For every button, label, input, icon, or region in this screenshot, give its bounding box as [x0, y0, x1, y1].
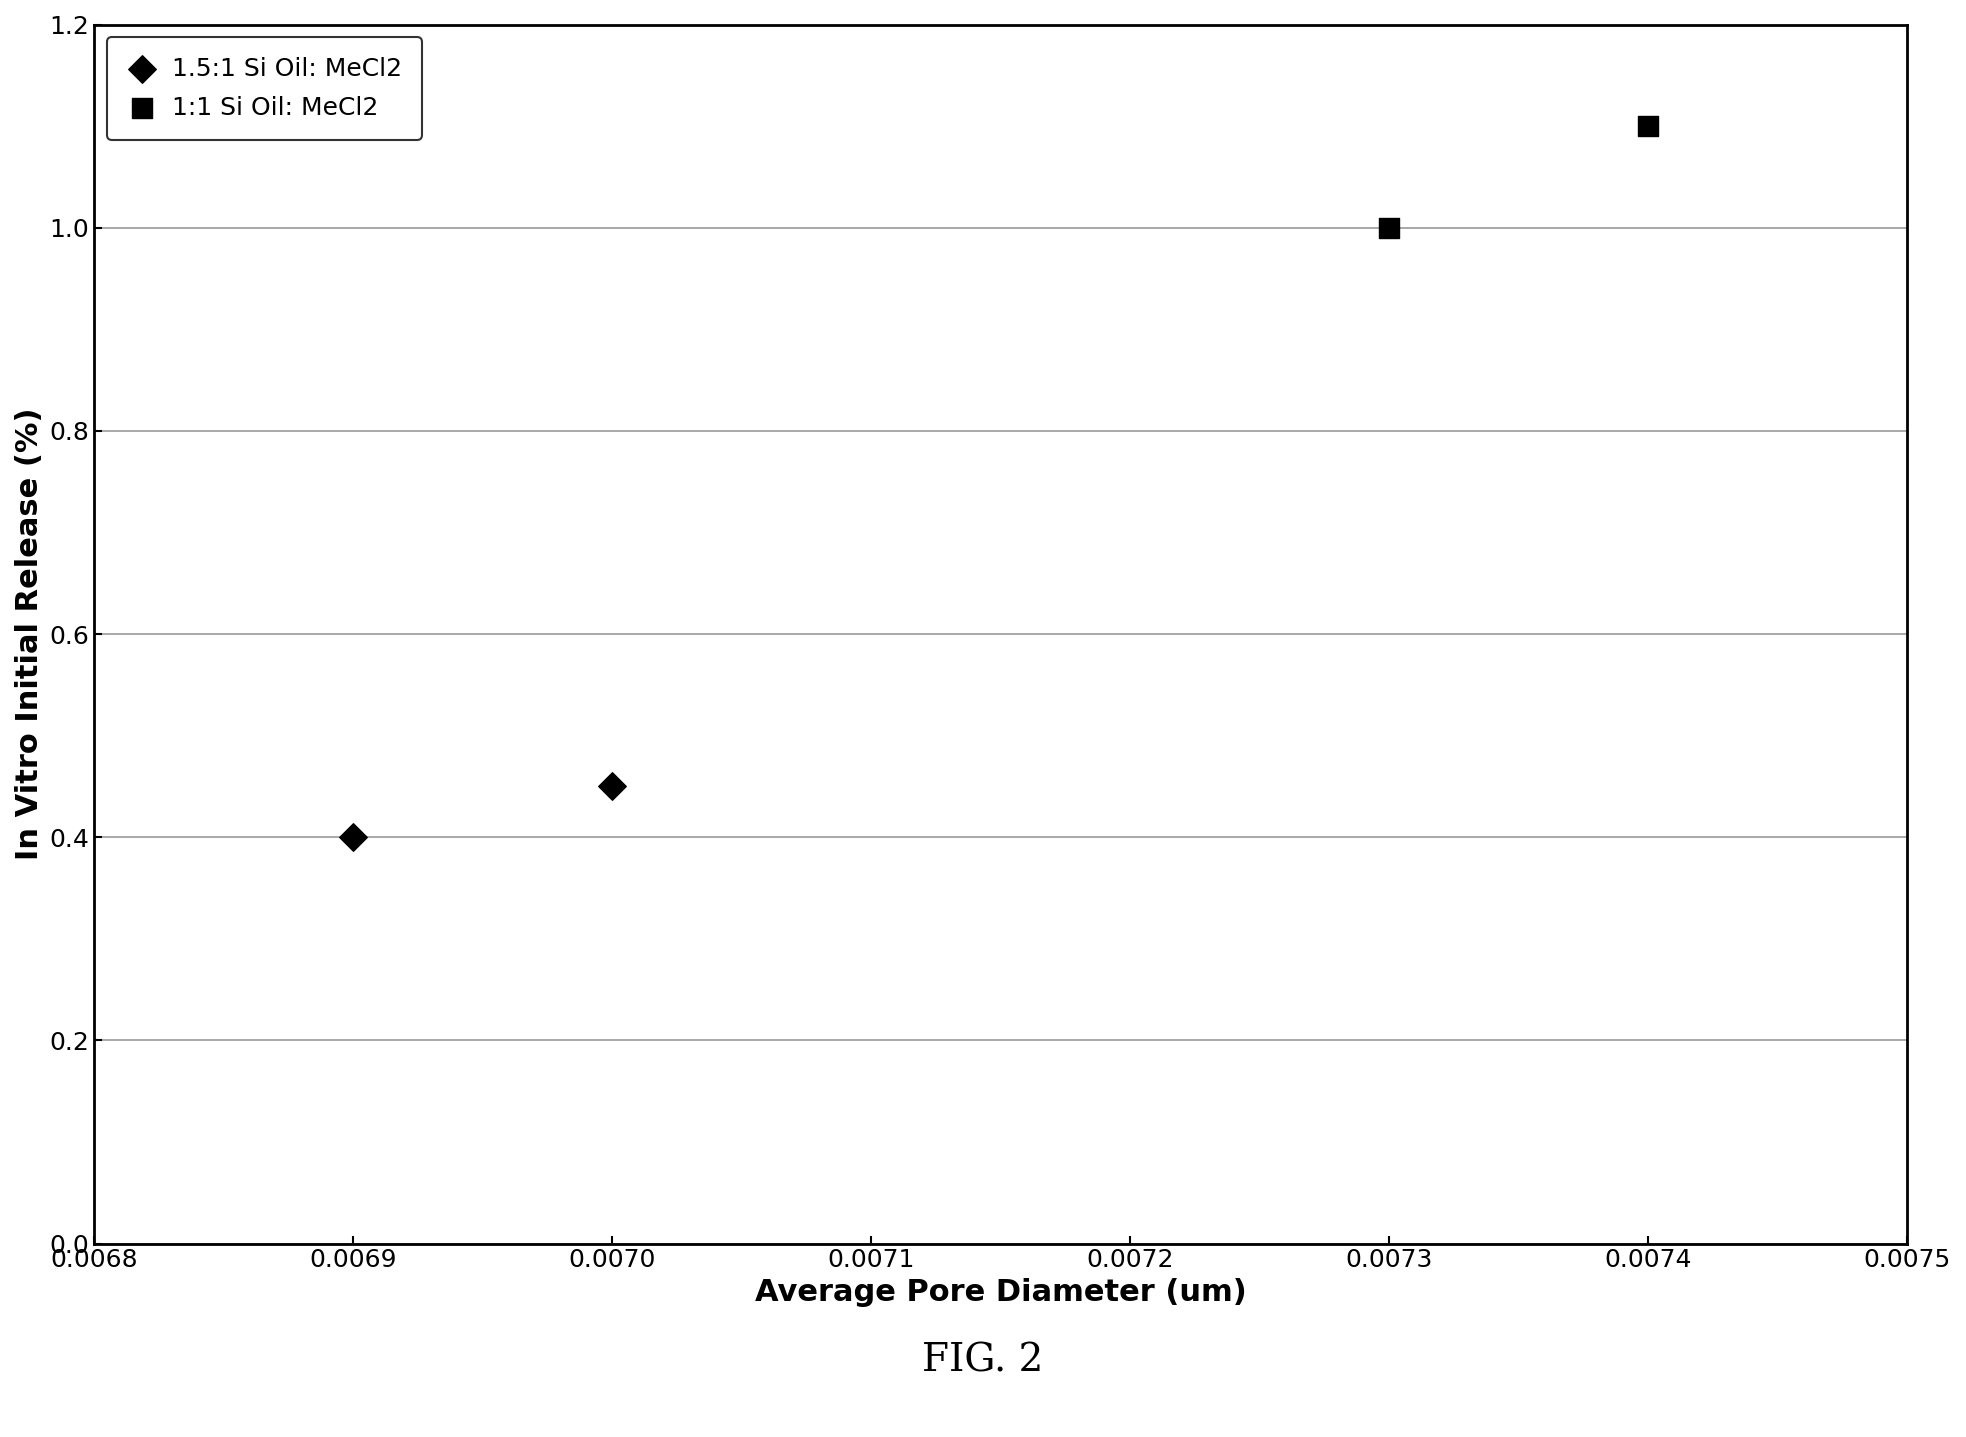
1:1 Si Oil: MeCl2: (0.0073, 1): MeCl2: (0.0073, 1): [1374, 216, 1406, 239]
1:1 Si Oil: MeCl2: (0.0074, 1.1): MeCl2: (0.0074, 1.1): [1632, 115, 1663, 138]
Legend: 1.5:1 Si Oil: MeCl2, 1:1 Si Oil: MeCl2: 1.5:1 Si Oil: MeCl2, 1:1 Si Oil: MeCl2: [106, 37, 423, 139]
X-axis label: Average Pore Diameter (um): Average Pore Diameter (um): [755, 1277, 1246, 1308]
1.5:1 Si Oil: MeCl2: (0.0069, 0.4): MeCl2: (0.0069, 0.4): [338, 826, 370, 849]
Y-axis label: In Vitro Initial Release (%): In Vitro Initial Release (%): [16, 408, 43, 861]
1.5:1 Si Oil: MeCl2: (0.007, 0.45): MeCl2: (0.007, 0.45): [596, 775, 627, 798]
Text: FIG. 2: FIG. 2: [922, 1342, 1044, 1380]
